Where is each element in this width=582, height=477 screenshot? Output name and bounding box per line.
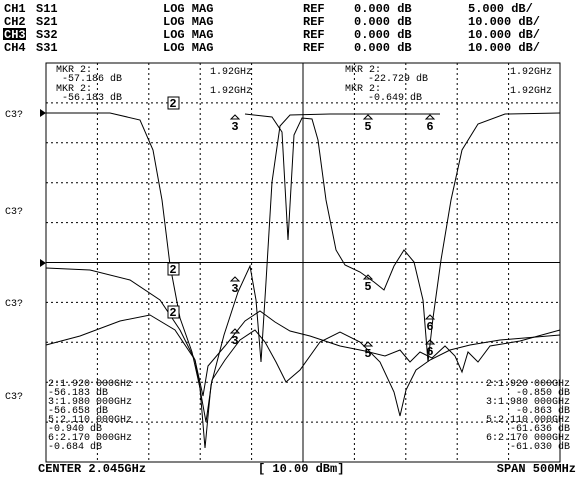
- marker-value: -56.183 dB: [62, 92, 122, 104]
- channel-label: CH3: [4, 28, 26, 42]
- channel-status: C3?: [5, 392, 23, 403]
- marker-table-entry: -56.658 dB: [48, 405, 108, 417]
- channel-status: C3?: [5, 299, 23, 310]
- marker-table-entry: 3:1.980 000GHz: [486, 397, 570, 408]
- frequency-span: SPAN 500MHz: [497, 462, 576, 476]
- marker-table-entry: 5:2.110 000GHz: [48, 415, 132, 426]
- center-frequency: CENTER 2.045GHz: [38, 462, 146, 476]
- trace-flag: 3: [231, 120, 238, 134]
- trace-flag: 3: [231, 282, 238, 296]
- ref-value: 0.000 dB: [354, 41, 412, 55]
- trace: [244, 112, 561, 363]
- trace: [45, 310, 561, 397]
- flag-arrow: [362, 274, 374, 280]
- marker-label: MKR 2:: [345, 65, 381, 76]
- trace: [46, 112, 440, 449]
- channel: CH4: [4, 41, 26, 55]
- format: LOG MAG: [163, 41, 213, 55]
- marker-table-entry: 6:2.170 000GHz: [486, 433, 570, 444]
- param: S32: [36, 28, 58, 42]
- flag-arrow: [229, 276, 241, 282]
- marker-value: -57.186 dB: [62, 73, 122, 85]
- marker-table-entry: -0.940 dB: [48, 423, 102, 435]
- trace-flag: 3: [231, 334, 238, 348]
- scale: 10.000 dB/: [468, 41, 540, 55]
- ref-label: REF: [303, 28, 325, 42]
- format: LOG MAG: [163, 28, 213, 42]
- flag-box: [167, 96, 180, 110]
- marker-frequency: 1.92GHz: [510, 86, 552, 97]
- flag-arrow: [362, 114, 374, 120]
- param: S21: [36, 15, 58, 29]
- marker-frequency: 1.92GHz: [210, 86, 252, 97]
- scale: 10.000 dB/: [468, 15, 540, 29]
- flag-arrow: [229, 114, 241, 120]
- marker-value: -0.649 dB: [368, 92, 422, 104]
- flag-arrow: [424, 339, 436, 345]
- flag-arrow: [424, 114, 436, 120]
- trace-flag: 2: [169, 306, 176, 320]
- ref-value: 0.000 dB: [354, 28, 412, 42]
- flag-arrow: [229, 328, 241, 334]
- trace-flag: 5: [364, 280, 371, 294]
- marker-table-entry: -0.850 dB: [516, 387, 570, 399]
- marker-table-entry: 2:1.920 000GHz: [486, 379, 570, 390]
- marker-table-entry: 3:1.980 000GHz: [48, 397, 132, 408]
- ref-label: REF: [303, 2, 325, 16]
- ref-label: REF: [303, 15, 325, 29]
- marker-frequency: 1.92GHz: [210, 67, 252, 78]
- trace-flag: 2: [169, 263, 176, 277]
- marker-table-entry: 2:1.920 000GHz: [48, 379, 132, 390]
- scale: 10.000 dB/: [468, 28, 540, 42]
- channel: CH2: [4, 15, 26, 29]
- marker-table-entry: -61.636 dB: [510, 423, 570, 435]
- trace: [45, 267, 561, 423]
- format: LOG MAG: [163, 15, 213, 29]
- marker-label: MKR 2:: [56, 84, 92, 95]
- flag-box: [167, 305, 180, 319]
- flag-box: [167, 262, 180, 276]
- ref-value: 0.000 dB: [354, 2, 412, 16]
- source-power: [ 10.00 dBm]: [258, 462, 344, 476]
- screen-text: CH1 S11 LOG MAG REF 0.000 dB 5.000 dB/CH2 S21 L…: [3, 2, 576, 476]
- channel: CH1: [4, 2, 26, 16]
- trace-flag: 5: [364, 120, 371, 134]
- ref-label: REF: [303, 41, 325, 55]
- param: S31: [36, 41, 58, 55]
- trace-flag: 6: [426, 320, 433, 334]
- marker-label: MKR 2:: [345, 84, 381, 95]
- graticule: [45, 62, 561, 463]
- marker-table-entry: 5:2.110 000GHz: [486, 415, 570, 426]
- format: LOG MAG: [163, 2, 213, 16]
- trace-flag: 2: [169, 97, 176, 111]
- channel-status: C3?: [5, 207, 23, 218]
- scale: 5.000 dB/: [468, 2, 533, 16]
- active-channel-highlight: [3, 28, 26, 40]
- marker-table-entry: -0.684 dB: [48, 441, 102, 453]
- channel-status: C3?: [5, 110, 23, 121]
- flag-arrow: [424, 314, 436, 320]
- marker-table-entry: -61.030 dB: [510, 441, 570, 453]
- marker-value: -22.729 dB: [368, 73, 428, 85]
- marker-table-entry: -56.183 dB: [48, 387, 108, 399]
- param: S11: [36, 2, 58, 16]
- marker-label: MKR 2:: [56, 65, 92, 76]
- trace-flag: 6: [426, 120, 433, 134]
- trace-flag: 6: [426, 345, 433, 359]
- flag-arrow: [362, 341, 374, 347]
- marker-frequency: 1.92GHz: [510, 67, 552, 78]
- ref-value: 0.000 dB: [354, 15, 412, 29]
- marker-table-entry: 6:2.170 000GHz: [48, 433, 132, 444]
- traces: [45, 112, 561, 449]
- trace-flag: 5: [364, 347, 371, 361]
- marker-table-entry: -0.863 dB: [516, 405, 570, 417]
